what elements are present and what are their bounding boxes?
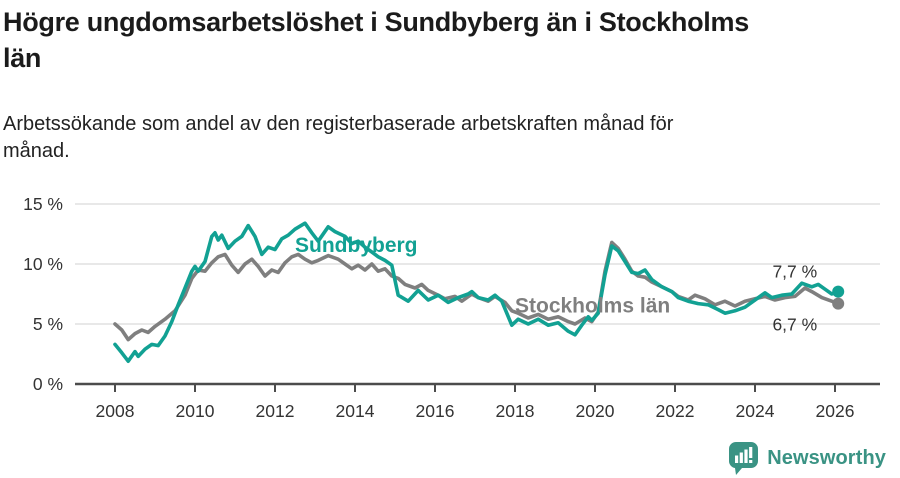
y-tick-label: 5 % — [33, 314, 63, 334]
x-tick-label: 2020 — [576, 401, 615, 421]
x-tick-label: 2022 — [656, 401, 695, 421]
brand-footer[interactable]: Newsworthy — [729, 442, 886, 475]
series-label-stockholms-län: Stockholms län — [515, 295, 670, 318]
newsworthy-logo-icon — [729, 442, 759, 475]
x-tick-label: 2018 — [496, 401, 535, 421]
series-line-stockholms-län — [113, 240, 841, 342]
page-title-line-1: Högre ungdomsarbetslöshet i Sundbyberg ä… — [3, 7, 749, 37]
series-end-dot — [832, 297, 845, 310]
x-tick-label: 2012 — [256, 401, 295, 421]
x-tick-label: 2026 — [816, 401, 855, 421]
series-end-label: 7,7 % — [772, 262, 817, 282]
chart-svg: 0 % 5 % 10 % 15 % 2008 2010 2012 2014 2016 2018 20… — [23, 194, 880, 421]
y-tick-label: 10 % — [23, 254, 63, 274]
page-title: Högre ungdomsarbetslöshet i Sundbyberg ä… — [0, 4, 900, 76]
series-label-sundbyberg: Sundbyberg — [295, 234, 418, 257]
x-tick-label: 2008 — [96, 401, 135, 421]
series-end-label: 6,7 % — [772, 315, 817, 335]
series-end-dot — [832, 285, 845, 298]
y-tick-label: 0 % — [33, 374, 63, 394]
brand-name: Newsworthy — [767, 447, 886, 469]
x-tick-label: 2024 — [736, 401, 775, 421]
chart: 0 % 5 % 10 % 15 % 2008 2010 2012 2014 2016 2018 20… — [0, 189, 900, 434]
x-tick-label: 2014 — [336, 401, 375, 421]
chart-subtitle: Arbetssökande som andel av den registerb… — [0, 111, 900, 165]
x-tick-label: 2010 — [176, 401, 215, 421]
chart-subtitle-line-2: månad. — [3, 140, 70, 162]
series-line-sundbyberg — [113, 221, 841, 363]
chart-subtitle-line-1: Arbetssökande som andel av den registerb… — [3, 113, 674, 135]
x-tick-label: 2016 — [416, 401, 455, 421]
y-tick-label: 15 % — [23, 194, 63, 214]
page-title-line-2: län — [3, 43, 42, 73]
